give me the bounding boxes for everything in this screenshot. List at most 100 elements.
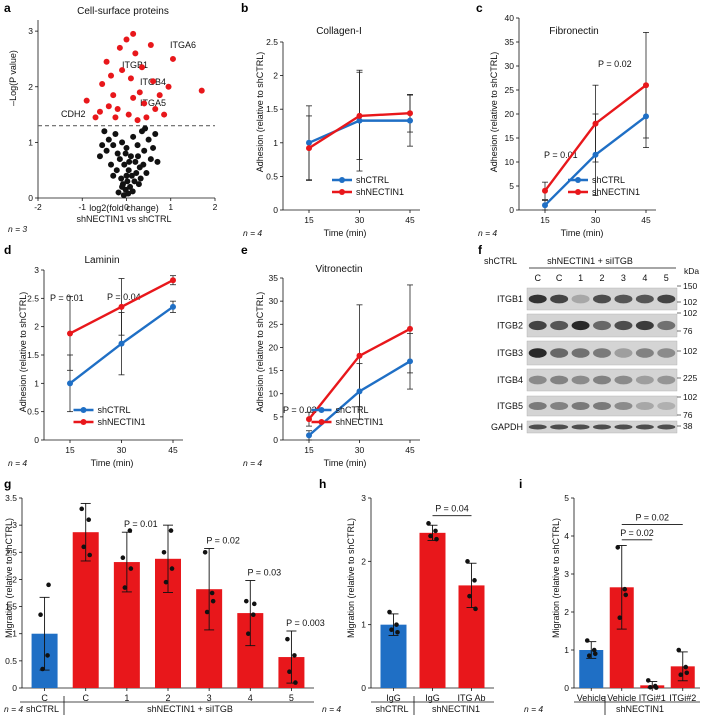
panel-a-xlabel-line2: shNECTIN1 vs shCTRL	[76, 214, 171, 224]
panel-g-ylabel: Migration (relative to shCTRL)	[4, 518, 14, 638]
panel-b-n: n = 4	[243, 228, 262, 238]
panel-g-n: n = 4	[4, 704, 23, 714]
panel-a-point	[134, 117, 141, 124]
panel-d-y-tick-label: 2	[34, 322, 39, 332]
legend-d-marker	[80, 419, 87, 425]
blot-band	[550, 320, 569, 331]
panel-c-title: Fibronectin	[549, 26, 598, 37]
panel-a-point	[123, 144, 130, 151]
panel-a-title: Cell-surface proteins	[77, 6, 169, 17]
blot-kda-marker: 76	[683, 326, 693, 336]
panel-g-y-tick-label: 1.5	[5, 602, 17, 612]
blot-band	[635, 424, 654, 430]
panel-d-pvalue-30: P = 0.04	[107, 292, 141, 302]
blot-lane-label: 4	[642, 273, 647, 283]
panel-a-point	[110, 172, 117, 179]
panel-g-group-shnectin1: shNECTIN1 + siITGB	[147, 704, 233, 714]
panel-g-category-label: 1	[124, 693, 129, 703]
blot-lane-label: 3	[621, 273, 626, 283]
panel-c-point-shNECTIN1	[542, 187, 548, 194]
panel-i-y-tick-label: 0	[564, 683, 569, 693]
panel-a-point	[108, 161, 115, 168]
panel-b-y-tick-label: 1	[273, 138, 278, 148]
blot-band	[657, 402, 676, 410]
panel-c-xlabel: Time (min)	[561, 228, 604, 238]
panel-a-y-tick-label: 2	[28, 82, 33, 92]
blot-band	[593, 320, 611, 331]
panel-a-n: n = 3	[8, 224, 27, 234]
panel-g-data-point	[210, 598, 216, 604]
blot-band	[528, 402, 547, 410]
panel-g-data-point	[81, 544, 87, 550]
panel-b-point-shCTRL	[306, 139, 312, 146]
panel-a-point	[135, 181, 142, 188]
panel-a-point	[127, 153, 134, 160]
panel-a-y-tick-label: 3	[28, 26, 33, 36]
panel-a-point	[124, 178, 131, 185]
panel-h-category-label: ITG Ab	[457, 693, 485, 703]
panel-a-point	[92, 114, 99, 121]
panel-c-y-tick-label: 20	[505, 109, 515, 119]
panel-a-point	[125, 190, 132, 197]
panel-a-point	[99, 142, 106, 149]
legend-e-marker	[318, 419, 325, 425]
panel-d-y-tick-label: 1.5	[27, 350, 39, 360]
panel-i-pvalue: P = 0.02	[620, 528, 654, 538]
panel-label-g: g	[4, 477, 11, 491]
panel-label-c: c	[476, 1, 483, 15]
panel-i-data-point	[653, 685, 659, 690]
panel-g-category-label: 3	[207, 693, 212, 703]
panel-h-n: n = 4	[322, 704, 341, 714]
panel-a-point	[156, 92, 163, 99]
panel-a-x-tick-label: 0	[124, 202, 129, 212]
panel-g-category-label: 2	[165, 693, 170, 703]
panel-g-pvalue: P = 0.02	[206, 535, 240, 545]
panel-g-data-point	[46, 582, 51, 588]
panel-g-pvalue: P = 0.01	[124, 519, 158, 529]
panel-a-point	[150, 78, 157, 85]
blot-kda-marker: 150	[683, 281, 697, 291]
blot-band	[528, 348, 547, 358]
panel-i-category-label: ITGi#1	[639, 693, 666, 703]
blot-band	[657, 375, 676, 385]
blot-band	[657, 424, 676, 430]
blot-kda-marker: 102	[683, 308, 697, 318]
panel-a-point	[169, 55, 176, 62]
panel-a-point	[127, 183, 134, 190]
blot-band	[550, 294, 569, 304]
panel-e-x-tick-label: 30	[355, 445, 365, 455]
panel-b-title: Collagen-I	[316, 26, 362, 37]
panel-h-y-tick-label: 2	[361, 556, 366, 566]
blot-band	[614, 348, 633, 358]
panel-label-d: d	[4, 243, 11, 257]
blot-kda-marker: 102	[683, 346, 697, 356]
blot-band	[593, 348, 611, 358]
blot-row-label: ITGB3	[497, 348, 523, 358]
blot-band	[657, 294, 676, 304]
panel-a-point	[116, 44, 123, 51]
panel-i-data-point	[683, 664, 689, 670]
blot-band	[528, 294, 547, 304]
panel-e-pvalue-15: P = 0.02	[283, 405, 317, 415]
panel-i-data-point	[623, 592, 629, 598]
panel-a-point	[103, 58, 110, 65]
panel-i-category-label: Vehicle	[577, 693, 606, 703]
panel-a-point	[112, 131, 119, 138]
panel-label-f: f	[478, 243, 483, 257]
panel-a-point	[136, 89, 143, 96]
blot-band	[550, 424, 569, 430]
blot-kda-marker: 102	[683, 392, 697, 402]
panel-a-point	[147, 42, 154, 49]
panel-a-point	[165, 83, 172, 90]
panel-b-x-tick-label: 15	[304, 215, 314, 225]
panel-a-point	[110, 142, 117, 149]
blot-band	[571, 348, 590, 358]
panel-a-point	[116, 156, 123, 163]
panel-h-data-point	[428, 533, 433, 539]
panel-e-point-shNECTIN1	[407, 325, 413, 332]
panel-i-category-label: Vehicle	[607, 693, 636, 703]
blot-band	[550, 375, 569, 385]
panel-g-data-point	[127, 528, 133, 533]
blot-lane-label: C	[534, 273, 541, 283]
panel-a-x-tick-label: 1	[168, 202, 173, 212]
